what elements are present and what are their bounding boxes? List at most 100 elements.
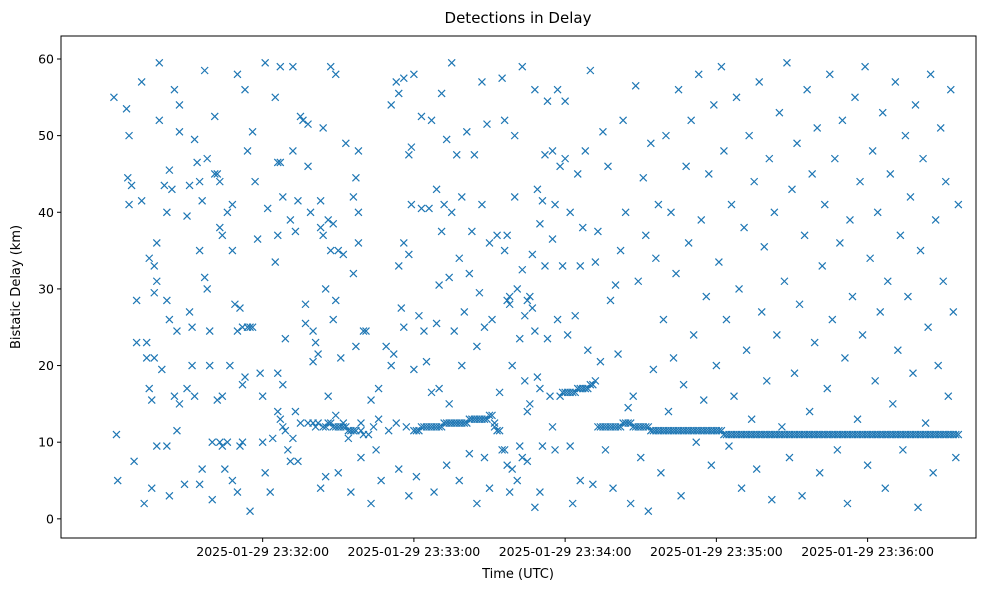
data-point [689,330,698,339]
data-point [571,388,580,397]
data-point [210,112,219,121]
data-point [846,216,854,224]
data-point [475,288,484,297]
data-point [712,361,721,370]
data-point [783,58,791,67]
data-point [556,392,565,401]
data-point [538,196,547,205]
data-point [435,281,444,290]
data-point [939,277,948,286]
data-point [152,442,161,450]
data-point [349,426,358,435]
data-point [510,193,519,201]
data-point [599,127,607,136]
data-point [790,369,799,378]
data-point [404,150,413,159]
data-point [409,365,418,374]
data-point [596,357,605,366]
data-point [167,185,176,194]
data-point [291,227,300,236]
data-point [548,235,557,244]
data-point [452,150,461,159]
data-point [888,399,897,408]
data-point [208,495,217,504]
data-point [624,419,633,427]
data-point [213,170,222,178]
data-point [528,250,537,259]
data-point [113,476,122,485]
data-point [828,315,837,324]
data-point [672,269,680,278]
data-point [175,399,184,408]
data-point [835,239,844,247]
data-point [737,484,746,493]
data-point [878,108,887,117]
data-point [825,70,834,79]
data-point [876,307,885,316]
data-point [677,491,686,500]
data-point [210,170,219,178]
data-point [316,484,325,493]
data-point [218,392,227,401]
data-point [780,277,789,286]
data-point [273,231,282,240]
data-point [288,62,297,71]
data-point [346,488,355,496]
data-point [505,300,514,309]
data-point [162,296,171,305]
data-point [213,396,222,404]
data-point [798,491,806,500]
data-point [470,150,479,159]
data-point [460,419,469,427]
data-point [241,85,249,94]
data-point [614,350,622,358]
data-point [233,327,242,335]
data-point [357,453,365,462]
data-point [770,208,779,217]
data-point [447,58,456,67]
data-point [742,346,751,355]
data-point [236,442,244,450]
data-point [425,204,433,213]
data-point [200,66,209,75]
data-point [296,419,305,427]
data-point [833,445,842,454]
data-point [271,258,280,267]
data-point [268,434,277,443]
data-point [513,476,522,485]
data-point [145,384,154,393]
data-point [530,85,539,94]
data-point [929,468,938,477]
data-point [278,422,287,431]
data-point [162,208,171,217]
data-point [543,334,552,343]
data-point [757,307,766,316]
data-point [493,426,501,435]
data-point [162,442,171,450]
data-point [576,476,585,485]
data-point [351,342,360,351]
data-point [437,422,446,431]
data-point [339,419,348,427]
data-point [276,62,285,71]
data-point [488,315,496,324]
data-point [704,170,713,178]
data-point [233,488,242,496]
data-point [462,127,471,136]
data-point [304,162,312,171]
data-point [518,265,527,274]
data-point [427,116,436,125]
data-point [407,200,416,209]
data-point [762,376,771,385]
data-point [198,196,207,205]
data-point [150,261,159,270]
data-point [841,353,849,362]
data-point [707,461,716,470]
data-point [551,200,559,209]
data-point [319,231,328,240]
data-point [478,200,486,209]
data-point [215,177,224,186]
data-point [404,250,413,259]
data-point [306,208,315,217]
